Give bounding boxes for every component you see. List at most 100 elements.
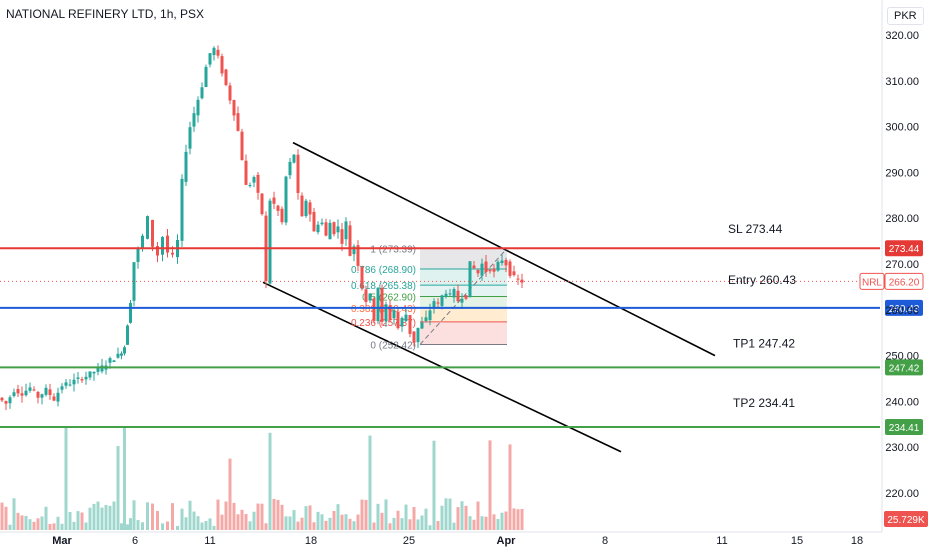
candle-body xyxy=(28,387,32,391)
candle-body xyxy=(171,252,174,255)
volume-bar xyxy=(264,523,268,530)
volume-tag-text: 25.729K xyxy=(887,515,925,526)
y-tick-label: 260.00 xyxy=(885,305,919,317)
y-tick-label: 300.00 xyxy=(885,122,919,134)
volume-bar xyxy=(432,440,436,530)
candle-body xyxy=(260,193,264,215)
candle-body xyxy=(304,200,308,217)
volume-bar xyxy=(248,521,252,530)
candle-body xyxy=(384,304,388,322)
fib-level-label: 0.236 (257.37) xyxy=(351,318,416,329)
volume-bar xyxy=(404,504,408,530)
volume-bar xyxy=(123,428,126,530)
candle-body xyxy=(244,160,248,185)
volume-bar xyxy=(372,522,376,530)
candle-body xyxy=(180,178,184,241)
candle-body xyxy=(476,269,480,274)
level-price-tag-text: 247.42 xyxy=(889,363,920,374)
volume-bar xyxy=(392,517,396,530)
volume-bar xyxy=(344,514,348,530)
volume-bar xyxy=(200,522,204,530)
candle-body xyxy=(146,216,149,239)
candle-body xyxy=(76,377,80,379)
candle-body xyxy=(464,295,468,299)
candle-body xyxy=(216,49,220,56)
candle-body xyxy=(212,47,216,56)
candle-body xyxy=(88,371,92,378)
candle-body xyxy=(404,314,408,322)
candle-body xyxy=(44,387,48,395)
candle-body xyxy=(468,261,472,298)
candle-body xyxy=(456,290,460,302)
volume-bar xyxy=(180,508,184,530)
x-tick-label: 11 xyxy=(204,535,215,547)
level-label-tp2: TP2 234.41 xyxy=(733,396,795,410)
volume-bar xyxy=(204,520,208,530)
candle-body xyxy=(188,127,192,149)
level-price-tag-text: 234.41 xyxy=(889,423,920,434)
candle-body xyxy=(484,261,488,272)
volume-bar xyxy=(196,516,200,530)
level-label-sl: SL 273.44 xyxy=(728,222,783,236)
volume-bar xyxy=(308,505,312,530)
volume-bar xyxy=(452,522,456,530)
y-tick-label: 290.00 xyxy=(885,167,919,179)
volume-bar xyxy=(16,512,20,530)
candle-body xyxy=(420,322,424,329)
level-price-tag xyxy=(885,419,923,436)
candle-body xyxy=(36,391,40,398)
candle-body xyxy=(288,161,292,176)
currency-label[interactable]: PKR xyxy=(887,7,924,25)
volume-bar xyxy=(468,516,472,530)
candle-body xyxy=(256,174,260,193)
volume-bar xyxy=(352,521,356,530)
candle-body xyxy=(141,235,144,250)
volume-bar xyxy=(228,458,232,530)
candle-body xyxy=(151,219,154,247)
volume-bar xyxy=(146,502,149,530)
volume-bar xyxy=(236,514,240,530)
volume-bar xyxy=(400,518,404,530)
volume-bar xyxy=(116,446,120,530)
candle-body xyxy=(472,265,476,269)
y-tick-label: 280.00 xyxy=(885,213,919,225)
volume-bar xyxy=(184,517,188,530)
volume-bar xyxy=(396,510,400,530)
candle-body xyxy=(392,310,396,319)
candle-body xyxy=(408,314,412,334)
candle-body xyxy=(126,325,129,345)
fib-level-label: 0 (252.42) xyxy=(370,341,416,352)
volume-bar xyxy=(508,444,512,530)
last-price-tag-text: 266.20 xyxy=(889,277,920,288)
level-label-entry: Entry 260.43 xyxy=(728,273,796,287)
volume-bar xyxy=(12,498,16,530)
candle-body xyxy=(296,154,300,193)
candle-body xyxy=(84,376,88,380)
volume-bar xyxy=(316,511,320,530)
volume-bar xyxy=(132,500,136,530)
candle-body xyxy=(8,397,12,404)
volume-bar xyxy=(300,517,304,530)
volume-bar xyxy=(244,513,248,530)
volume-bar xyxy=(444,498,448,530)
volume-bar xyxy=(44,506,48,530)
candle-body xyxy=(436,302,440,304)
candle-body xyxy=(340,229,344,244)
level-label-tp1: TP1 247.42 xyxy=(733,336,795,350)
candle-body xyxy=(224,69,228,86)
candle-body xyxy=(364,289,368,302)
volume-bar xyxy=(8,524,12,530)
candle-body xyxy=(372,298,376,321)
candle-body xyxy=(452,289,456,298)
candle-body xyxy=(100,365,104,372)
volume-bar xyxy=(488,440,492,530)
volume-bar xyxy=(104,504,108,530)
volume-bar xyxy=(388,523,392,530)
candle-body xyxy=(248,185,252,187)
volume-bar xyxy=(88,507,92,530)
volume-bar xyxy=(292,510,296,530)
time-axis: Mar 6 11 18 25 Apr 8 11 15 18 xyxy=(0,531,882,547)
volume-bar xyxy=(464,505,468,530)
volume-bar xyxy=(520,508,524,530)
